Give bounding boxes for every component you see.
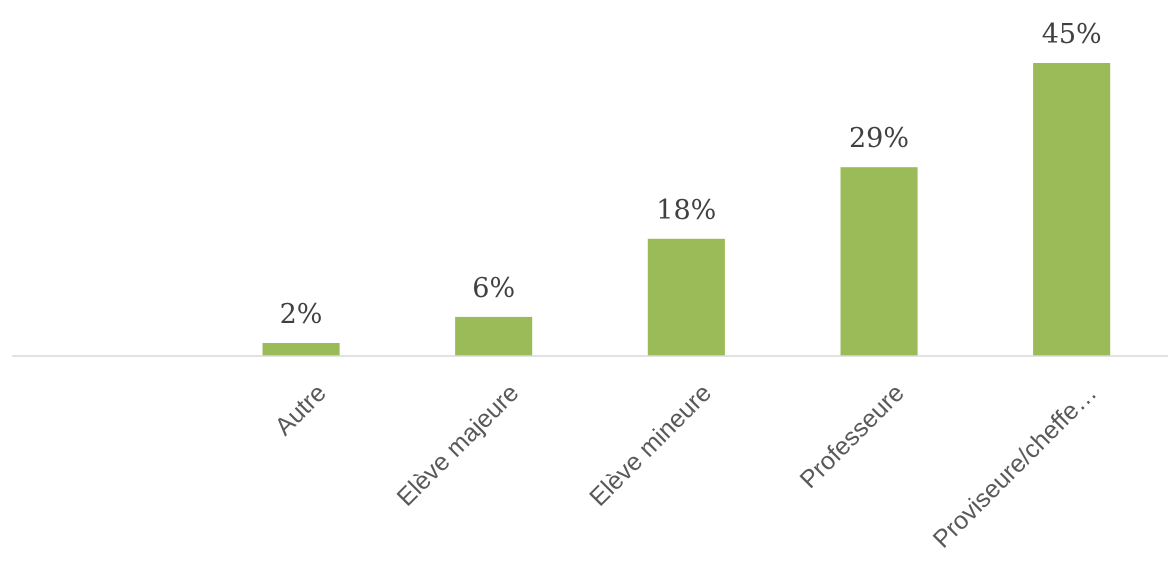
bar-3 bbox=[455, 316, 533, 356]
value-label-2: 2% bbox=[280, 299, 323, 330]
category-label-3: Elève majeure bbox=[392, 379, 525, 512]
category-labels-layer: Autre Elève majeure Elève mineure Professeu… bbox=[270, 379, 1103, 554]
bars-layer bbox=[262, 63, 1111, 356]
value-label-6: 45% bbox=[1042, 19, 1102, 50]
bar-4 bbox=[647, 238, 725, 356]
bar-5 bbox=[840, 167, 918, 356]
category-label-2: Autre bbox=[270, 379, 332, 441]
bar-2 bbox=[262, 343, 340, 356]
category-label-6: Proviseure/cheffe… bbox=[928, 379, 1103, 554]
value-label-3: 6% bbox=[472, 273, 515, 304]
value-label-5: 29% bbox=[849, 123, 909, 154]
category-label-5: Professeure bbox=[795, 379, 910, 494]
category-label-4: Elève mineure bbox=[584, 379, 717, 512]
bar-6 bbox=[1033, 63, 1111, 356]
value-labels-layer: 2% 6% 18% 29% 45% bbox=[280, 19, 1102, 330]
value-label-4: 18% bbox=[656, 195, 716, 226]
